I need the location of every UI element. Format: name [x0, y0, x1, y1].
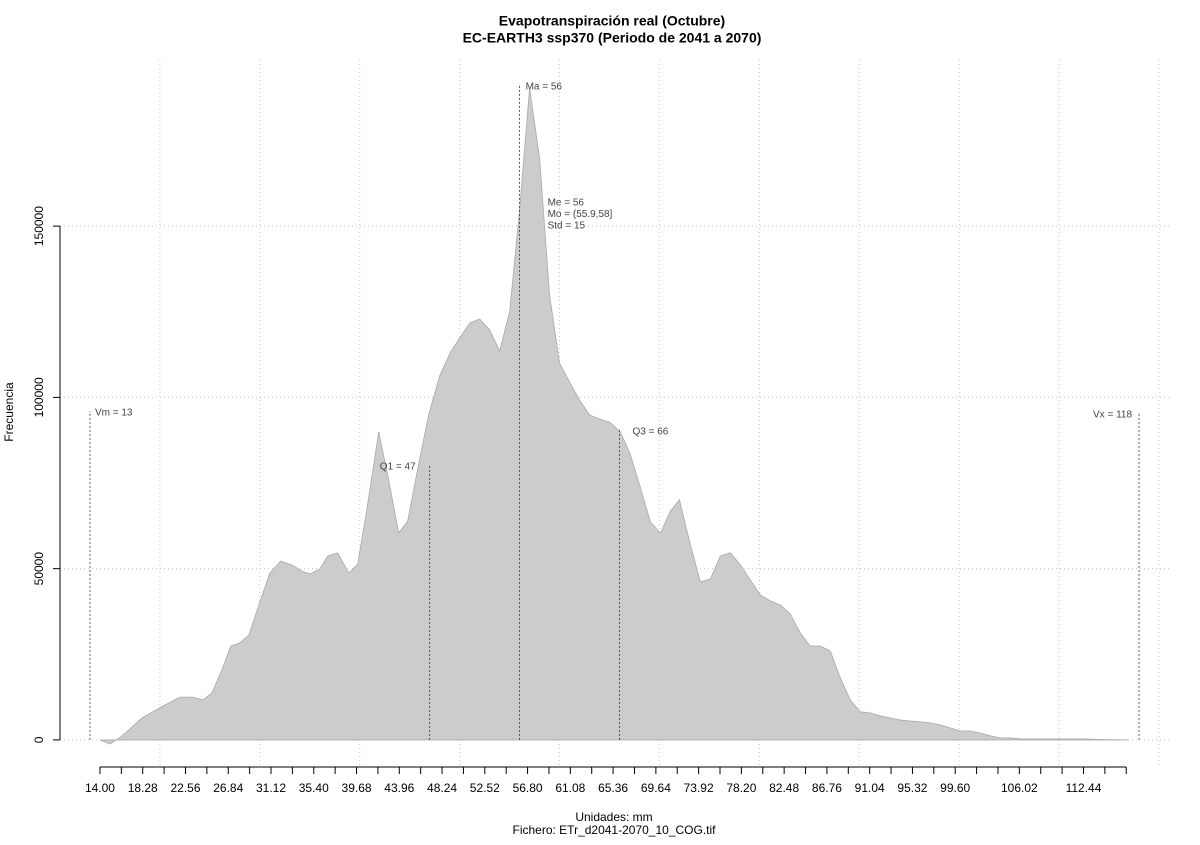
x-tick-label: 52.52	[470, 781, 500, 795]
stat-label: Me = 56	[548, 198, 585, 209]
marker-label: Q1 = 47	[380, 462, 416, 473]
y-tick-label: 100000	[32, 377, 46, 417]
x-tick-label: 31.12	[256, 781, 286, 795]
x-tick-label: 112.44	[1066, 781, 1102, 795]
y-tick-label: 50000	[32, 552, 46, 586]
y-tick-label: 0	[32, 736, 46, 743]
x-tick-label: 14.00	[85, 781, 115, 795]
x-tick-label: 26.84	[213, 781, 243, 795]
x-tick-label: 69.64	[641, 781, 671, 795]
marker-label: Q3 = 66	[632, 427, 668, 438]
chart-subtitle: EC-EARTH3 ssp370 (Periodo de 2041 a 2070…	[463, 30, 762, 46]
x-tick-label: 48.24	[427, 781, 457, 795]
area	[99, 88, 1129, 745]
stat-label: Mo = (55.9,58]	[548, 209, 613, 220]
marker-label: Vm = 13	[95, 408, 133, 419]
x-tick-label: 61.08	[555, 781, 585, 795]
x-tick-label: 95.32	[897, 781, 927, 795]
marker-label: Ma = 56	[526, 82, 563, 93]
x-tick-label: 82.48	[769, 781, 799, 795]
x-tick-label: 56.80	[513, 781, 543, 795]
y-axis-label: Frecuencia	[2, 382, 16, 442]
x-tick-label: 18.28	[128, 781, 158, 795]
x-tick-label: 73.92	[684, 781, 714, 795]
x-tick-label: 39.68	[342, 781, 372, 795]
x-tick-label: 91.04	[855, 781, 885, 795]
stat-label: Std = 15	[548, 221, 586, 232]
footnote: Fichero: ETr_d2041-2070_10_COG.tif	[513, 823, 717, 837]
x-axis-label: Unidades: mm	[575, 810, 652, 824]
chart-title: Evapotranspiración real (Octubre)	[499, 13, 725, 29]
x-tick-label: 99.60	[940, 781, 970, 795]
x-tick-label: 22.56	[170, 781, 200, 795]
y-tick-label: 150000	[32, 206, 46, 246]
marker-label: Vx = 118	[1093, 409, 1132, 420]
x-tick-label: 78.20	[726, 781, 756, 795]
x-tick-label: 106.02	[1001, 781, 1038, 795]
x-tick-label: 86.76	[812, 781, 842, 795]
x-tick-label: 35.40	[299, 781, 329, 795]
x-tick-label: 65.36	[598, 781, 628, 795]
x-tick-label: 43.96	[384, 781, 414, 795]
